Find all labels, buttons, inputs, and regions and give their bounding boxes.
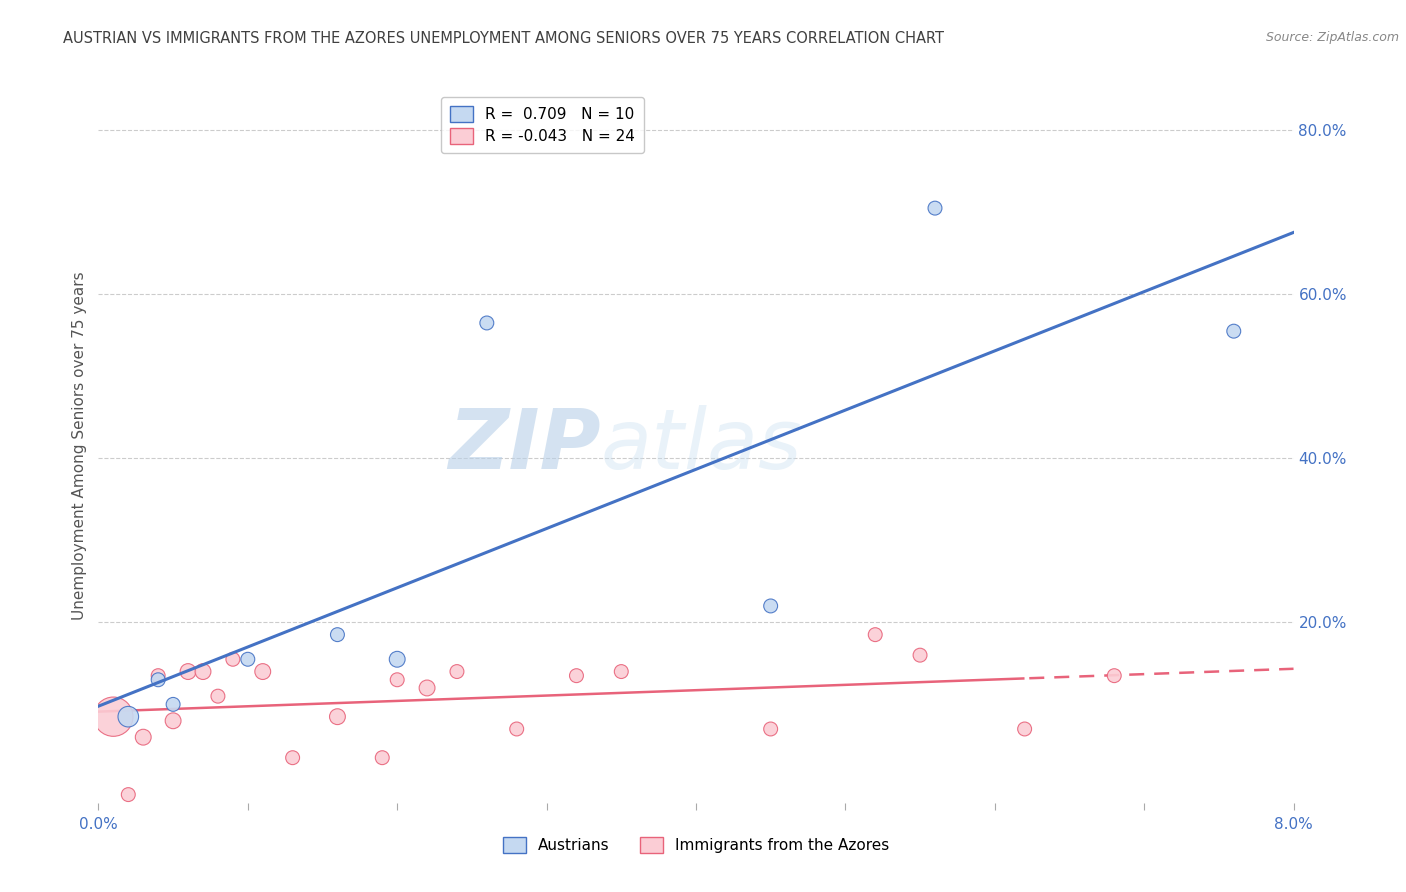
Point: [326, 709, 349, 723]
Point: [148, 668, 170, 682]
Point: [148, 673, 170, 687]
Point: [371, 750, 394, 764]
Point: [222, 652, 245, 666]
Point: [236, 652, 259, 666]
Point: [162, 714, 184, 728]
Point: [759, 722, 782, 736]
Point: [865, 627, 887, 641]
Point: [162, 698, 184, 712]
Point: [191, 665, 214, 679]
Point: [759, 599, 782, 613]
Point: [1014, 722, 1036, 736]
Point: [446, 665, 468, 679]
Point: [132, 730, 155, 744]
Text: Source: ZipAtlas.com: Source: ZipAtlas.com: [1265, 31, 1399, 45]
Y-axis label: Unemployment Among Seniors over 75 years: Unemployment Among Seniors over 75 years: [72, 272, 87, 620]
Point: [103, 709, 125, 723]
Text: ZIP: ZIP: [447, 406, 600, 486]
Point: [281, 750, 304, 764]
Point: [908, 648, 931, 662]
Point: [924, 201, 946, 215]
Point: [252, 665, 274, 679]
Point: [565, 668, 588, 682]
Point: [117, 709, 139, 723]
Point: [610, 665, 633, 679]
Point: [475, 316, 498, 330]
Point: [385, 652, 409, 666]
Legend: Austrians, Immigrants from the Azores: Austrians, Immigrants from the Azores: [496, 831, 896, 859]
Point: [385, 673, 409, 687]
Point: [1104, 668, 1126, 682]
Text: AUSTRIAN VS IMMIGRANTS FROM THE AZORES UNEMPLOYMENT AMONG SENIORS OVER 75 YEARS : AUSTRIAN VS IMMIGRANTS FROM THE AZORES U…: [63, 31, 945, 46]
Text: atlas: atlas: [600, 406, 801, 486]
Point: [326, 627, 349, 641]
Point: [416, 681, 439, 695]
Point: [207, 689, 229, 703]
Point: [177, 665, 200, 679]
Point: [117, 788, 139, 802]
Point: [1223, 324, 1246, 338]
Point: [506, 722, 529, 736]
